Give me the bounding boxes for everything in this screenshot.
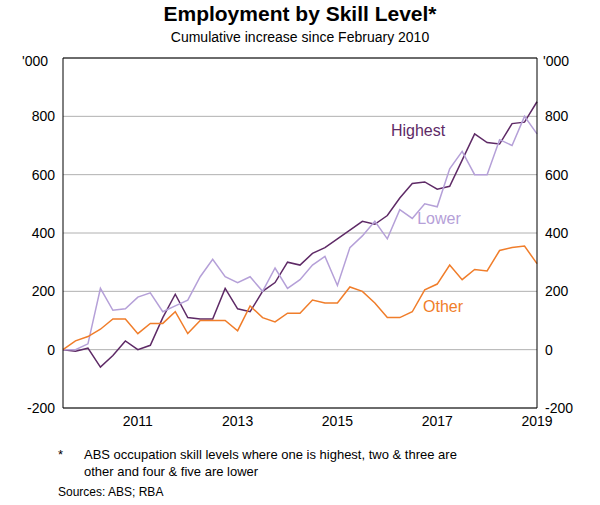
svg-text:400: 400 [32, 225, 56, 241]
html-text:Cumulative increase since Febr: Cumulative increase since February 2010 [170, 29, 430, 45]
html-text:Other: Other [423, 298, 463, 315]
svg-text:-200: -200 [545, 400, 573, 416]
svg-text:2019: 2019 [521, 412, 553, 429]
html-text:Sources: ABS; RBA: Sources: ABS; RBA [58, 485, 164, 499]
svg-text:-200: -200 [27, 400, 55, 416]
svg-text:200: 200 [545, 283, 569, 299]
svg-text:0: 0 [47, 342, 55, 358]
svg-text:2013: 2013 [222, 413, 253, 429]
svg-text:800: 800 [32, 108, 56, 124]
html-text:'000: '000 [543, 53, 569, 69]
svg-text:600: 600 [545, 167, 569, 183]
svg-text:400: 400 [545, 225, 569, 241]
svg-text:200: 200 [32, 283, 56, 299]
svg-text:2017: 2017 [422, 413, 453, 429]
html-text:other and four & five are lowe: other and four & five are lower [84, 464, 259, 479]
svg-text:600: 600 [32, 167, 56, 183]
html-text:Lower: Lower [417, 210, 461, 227]
svg-text:800: 800 [545, 108, 569, 124]
svg-text:2011: 2011 [123, 413, 153, 429]
html-text:Highest: Highest [390, 122, 446, 139]
html-text:'000: '000 [22, 53, 48, 69]
html-text:Employment by Skill Level*: Employment by Skill Level* [163, 2, 437, 25]
svg-text:2015: 2015 [322, 413, 353, 429]
html-text:ABS occupation skill levels wh: ABS occupation skill levels where one is… [84, 447, 457, 462]
svg-text:0: 0 [545, 342, 553, 358]
